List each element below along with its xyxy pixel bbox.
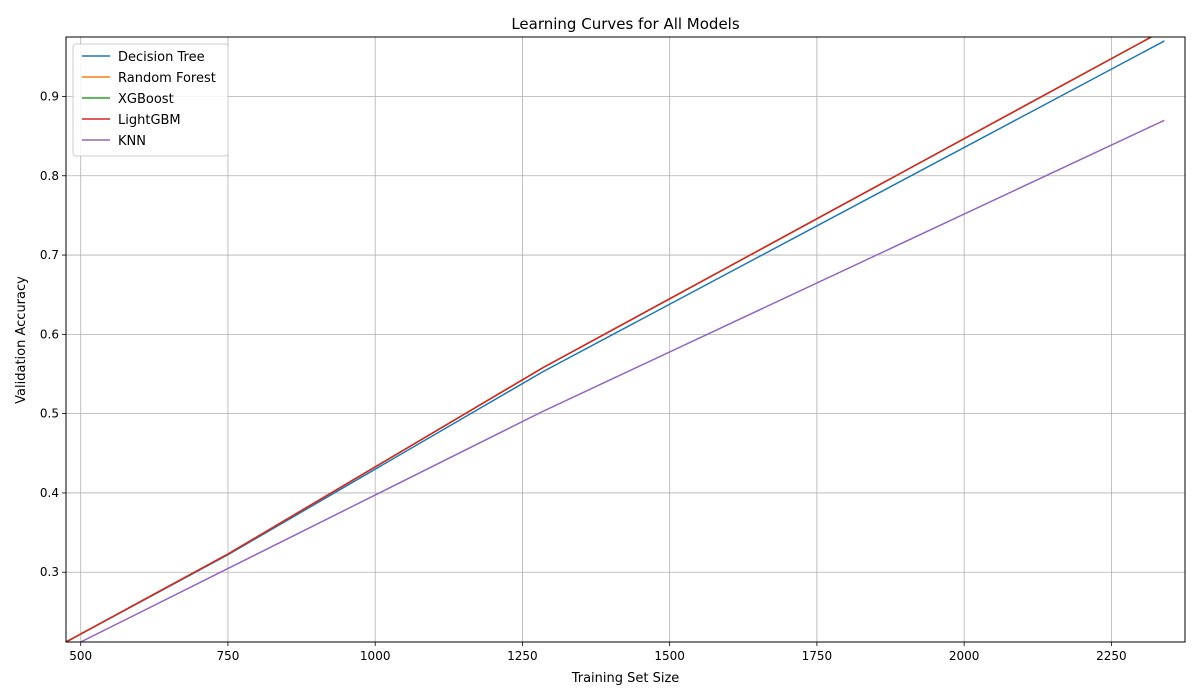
x-tick-label: 750 — [217, 649, 240, 663]
series-line-knn — [80, 119, 1165, 642]
y-tick-label: 0.6 — [40, 327, 59, 341]
x-tick-label: 500 — [69, 649, 92, 663]
legend-label-random-forest: Random Forest — [118, 71, 216, 86]
series-line-lightgbm — [66, 37, 1153, 642]
series-line-xgboost — [66, 37, 1153, 642]
x-tick-label: 1250 — [507, 649, 538, 663]
legend-label-xgboost: XGBoost — [118, 92, 174, 107]
chart-title: Learning Curves for All Models — [511, 15, 740, 33]
plot-frame — [65, 36, 1186, 643]
series-line-random-forest — [66, 37, 1153, 642]
x-tick-label: 1750 — [802, 649, 833, 663]
y-tick-label: 0.8 — [40, 169, 59, 183]
y-axis-label: Validation Accuracy — [14, 276, 29, 404]
axis-ticks: 500 750 1000 1250 1500 1750 2000 2250 0.3 0.4 0.5 0… — [40, 89, 1127, 663]
series-lines — [66, 37, 1165, 642]
y-tick-label: 0.3 — [40, 565, 59, 579]
x-tick-label: 1000 — [360, 649, 391, 663]
y-tick-label: 0.9 — [40, 89, 59, 103]
legend: Decision Tree Random Forest XGBoost LightGB… — [72, 43, 229, 157]
legend-label-knn: KNN — [118, 134, 146, 149]
y-tick-label: 0.5 — [40, 407, 59, 421]
y-tick-label: 0.7 — [40, 248, 59, 262]
y-tick-label: 0.4 — [40, 486, 59, 500]
x-axis-label: Training Set Size — [571, 671, 680, 686]
legend-label-lightgbm: LightGBM — [118, 113, 181, 128]
x-tick-label: 2250 — [1096, 649, 1127, 663]
legend-box — [72, 43, 229, 157]
x-tick-label: 1500 — [654, 649, 685, 663]
grid-lines — [66, 37, 1185, 642]
legend-label-decision-tree: Decision Tree — [118, 50, 205, 65]
x-tick-label: 2000 — [949, 649, 980, 663]
